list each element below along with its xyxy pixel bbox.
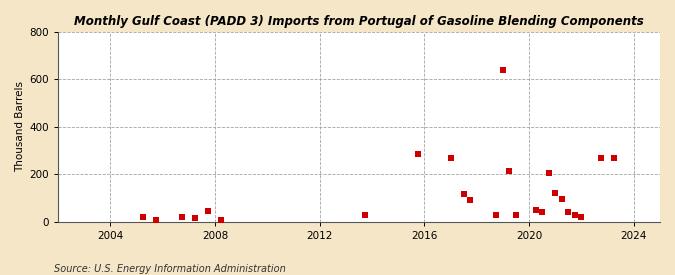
Point xyxy=(570,213,580,217)
Point xyxy=(504,169,515,173)
Point xyxy=(177,215,188,220)
Point xyxy=(543,171,554,175)
Point xyxy=(596,155,607,160)
Point xyxy=(576,214,587,219)
Point xyxy=(510,213,521,217)
Point xyxy=(537,210,547,214)
Point xyxy=(497,68,508,72)
Point xyxy=(531,208,541,212)
Point xyxy=(458,192,469,197)
Point xyxy=(609,155,620,160)
Text: Source: U.S. Energy Information Administration: Source: U.S. Energy Information Administ… xyxy=(54,264,286,274)
Point xyxy=(151,218,161,222)
Point xyxy=(445,155,456,160)
Point xyxy=(360,213,371,217)
Y-axis label: Thousand Barrels: Thousand Barrels xyxy=(15,81,25,172)
Point xyxy=(203,209,214,213)
Point xyxy=(550,191,561,196)
Point xyxy=(412,152,423,156)
Point xyxy=(216,218,227,222)
Point xyxy=(465,198,476,203)
Point xyxy=(556,197,567,201)
Point xyxy=(138,215,148,219)
Point xyxy=(563,210,574,214)
Point xyxy=(190,216,200,220)
Point xyxy=(491,213,502,217)
Title: Monthly Gulf Coast (PADD 3) Imports from Portugal of Gasoline Blending Component: Monthly Gulf Coast (PADD 3) Imports from… xyxy=(74,15,644,28)
